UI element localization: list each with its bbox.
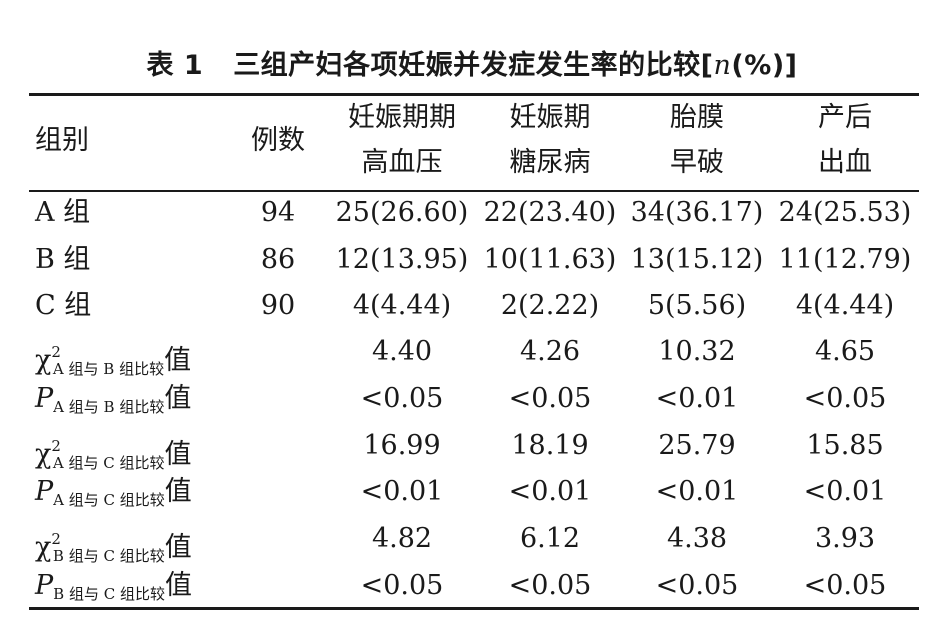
row-b-count: 86: [260, 244, 296, 275]
stat-chi-bc-value-2: 6.12: [519, 523, 581, 554]
row-b-label: B 组: [35, 244, 91, 275]
row-a-value-3: 34(36.17): [630, 197, 764, 228]
row-b-value-2: 10(11.63): [483, 244, 617, 275]
table-caption: 表 1 三组产妇各项妊娠并发症发生率的比较[n(%)]: [0, 46, 944, 86]
stat-chi-ac-label: χ2A 组与 C 组比较值: [35, 437, 192, 472]
table-title-n: n: [713, 50, 732, 81]
header-col-3-line1: 胎膜: [670, 102, 724, 133]
stat-chi-ab-label: χ2A 组与 B 组比较值: [35, 343, 192, 378]
stat-chi-bc-value-1: 4.82: [371, 523, 433, 554]
row-a-value-4: 24(25.53): [778, 197, 912, 228]
stat-chi-ab-value-4: 4.65: [814, 336, 876, 367]
stat-p-bc-value-4: <0.05: [803, 570, 887, 601]
row-c-value-1: 4(4.44): [352, 290, 452, 321]
stat-chi-ac-value-1: 16.99: [363, 430, 441, 461]
stat-chi-ac-value-2: 18.19: [511, 430, 589, 461]
header-col-1-line1: 妊娠期期: [348, 102, 456, 133]
stat-p-ab-value-1: <0.05: [360, 383, 444, 414]
row-b-value-4: 11(12.79): [778, 244, 912, 275]
table-title: 三组产妇各项妊娠并发症发生率的比较[: [233, 50, 714, 81]
stat-p-bc-label: PB 组与 C 组比较值: [35, 570, 192, 603]
stat-p-ab-label: PA 组与 B 组比较值: [35, 383, 192, 416]
stat-chi-ab-value-3: 10.32: [658, 336, 736, 367]
stat-p-ac-value-3: <0.01: [655, 476, 739, 507]
stat-p-bc-value-1: <0.05: [360, 570, 444, 601]
row-b-value-1: 12(13.95): [335, 244, 469, 275]
stat-chi-ab-value-1: 4.40: [371, 336, 433, 367]
table-title-unit: (%)]: [731, 50, 798, 81]
stat-chi-bc-value-4: 3.93: [814, 523, 876, 554]
stat-p-ac-value-2: <0.01: [508, 476, 592, 507]
row-c-label: C 组: [35, 290, 92, 321]
stat-chi-ac-value-4: 15.85: [806, 430, 884, 461]
stat-chi-ac-value-3: 25.79: [658, 430, 736, 461]
stat-chi-bc-label: χ2B 组与 C 组比较值: [35, 530, 192, 565]
row-a-count: 94: [260, 197, 296, 228]
header-rule: [29, 190, 919, 192]
row-c-value-4: 4(4.44): [795, 290, 895, 321]
stat-p-ac-label: PA 组与 C 组比较值: [35, 476, 192, 509]
row-c-value-2: 2(2.22): [500, 290, 600, 321]
top-rule: [29, 93, 919, 96]
header-col-2-line1: 妊娠期: [509, 102, 591, 133]
row-c-value-3: 5(5.56): [647, 290, 747, 321]
stat-p-bc-value-2: <0.05: [508, 570, 592, 601]
header-col-3-line2: 早破: [670, 147, 724, 178]
table-number: 表 1: [146, 50, 204, 81]
header-col-4-line1: 产后: [818, 102, 872, 133]
stat-chi-ab-value-2: 4.26: [519, 336, 581, 367]
header-group: 组别: [35, 125, 89, 156]
header-count: 例数: [251, 125, 305, 156]
row-a-value-2: 22(23.40): [483, 197, 617, 228]
header-col-4-line2: 出血: [818, 147, 872, 178]
row-a-label: A 组: [35, 197, 91, 228]
stat-p-bc-value-3: <0.05: [655, 570, 739, 601]
row-a-value-1: 25(26.60): [335, 197, 469, 228]
header-col-1-line2: 高血压: [361, 147, 443, 178]
header-col-2-line2: 糖尿病: [509, 147, 591, 178]
stat-chi-bc-value-3: 4.38: [666, 523, 728, 554]
row-c-count: 90: [260, 290, 296, 321]
row-b-value-3: 13(15.12): [630, 244, 764, 275]
stat-p-ab-value-2: <0.05: [508, 383, 592, 414]
stat-p-ac-value-4: <0.01: [803, 476, 887, 507]
stat-p-ab-value-4: <0.05: [803, 383, 887, 414]
bottom-rule: [29, 607, 919, 610]
stat-p-ab-value-3: <0.01: [655, 383, 739, 414]
stat-p-ac-value-1: <0.01: [360, 476, 444, 507]
